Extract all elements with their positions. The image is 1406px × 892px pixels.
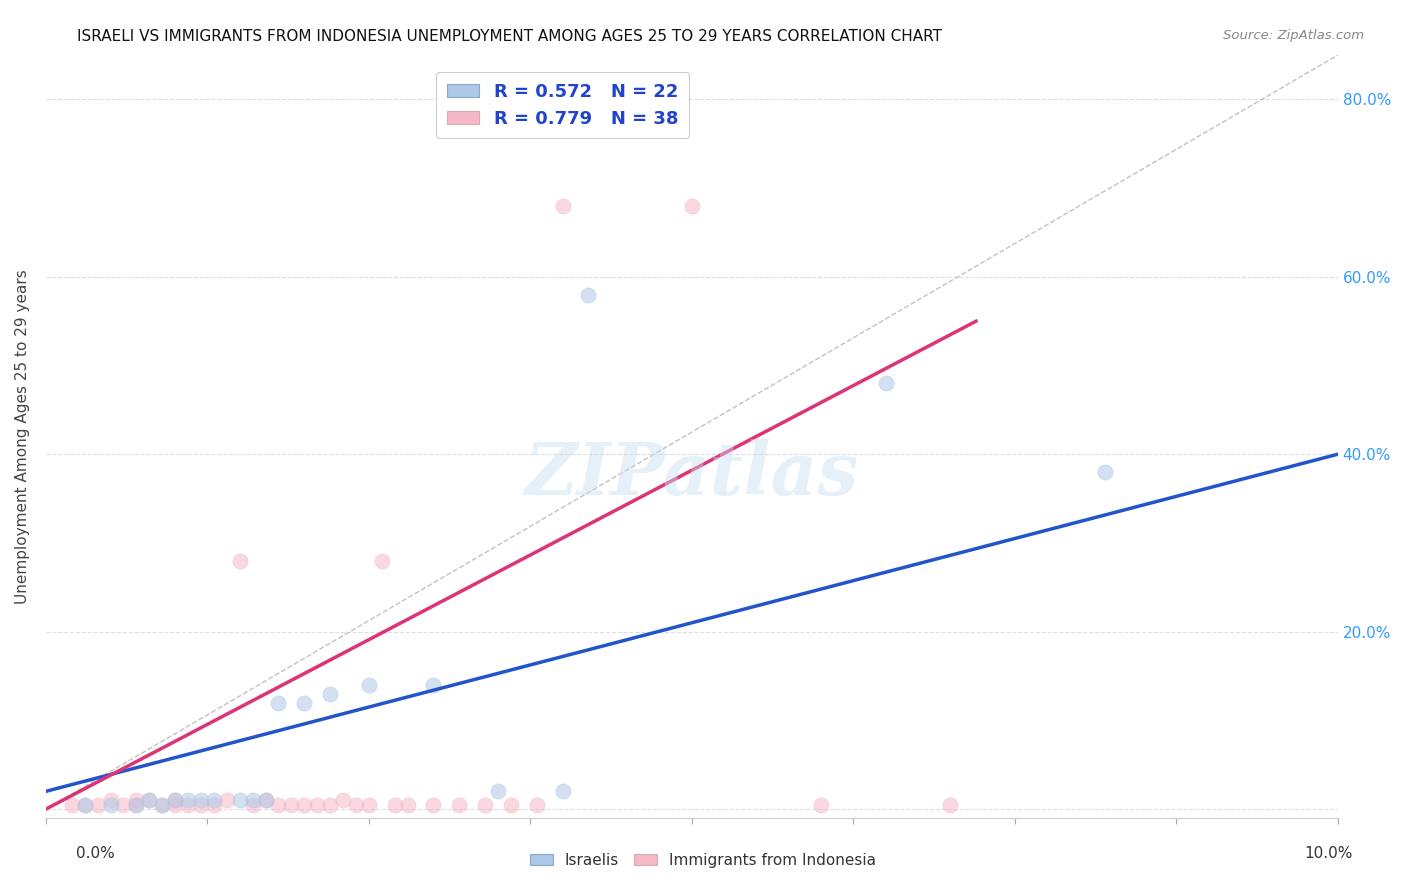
- Point: [60, 797, 83, 812]
- Point: [810, 797, 832, 812]
- Point: [254, 793, 277, 807]
- Point: [319, 687, 342, 701]
- Point: [190, 793, 212, 807]
- Point: [292, 696, 315, 710]
- Text: 0.0%: 0.0%: [76, 847, 115, 861]
- Point: [551, 784, 574, 798]
- Point: [357, 797, 380, 812]
- Point: [86, 797, 108, 812]
- Point: [202, 793, 225, 807]
- Point: [138, 793, 160, 807]
- Point: [422, 678, 444, 692]
- Legend: Israelis, Immigrants from Indonesia: Israelis, Immigrants from Indonesia: [523, 847, 883, 873]
- Point: [228, 554, 250, 568]
- Point: [125, 793, 148, 807]
- Point: [267, 797, 290, 812]
- Point: [100, 797, 122, 812]
- Point: [486, 784, 509, 798]
- Point: [242, 793, 264, 807]
- Point: [242, 797, 264, 812]
- Point: [1094, 465, 1116, 479]
- Point: [371, 554, 394, 568]
- Point: [875, 376, 897, 391]
- Point: [177, 793, 200, 807]
- Legend: R = 0.572   N = 22, R = 0.779   N = 38: R = 0.572 N = 22, R = 0.779 N = 38: [436, 71, 689, 138]
- Text: Source: ZipAtlas.com: Source: ZipAtlas.com: [1223, 29, 1364, 42]
- Point: [578, 287, 600, 301]
- Point: [138, 793, 160, 807]
- Point: [939, 797, 962, 812]
- Point: [422, 797, 444, 812]
- Point: [332, 793, 354, 807]
- Point: [384, 797, 406, 812]
- Point: [357, 678, 380, 692]
- Point: [292, 797, 315, 812]
- Point: [215, 793, 238, 807]
- Point: [449, 797, 471, 812]
- Point: [125, 797, 148, 812]
- Point: [112, 797, 135, 812]
- Point: [165, 797, 187, 812]
- Point: [100, 793, 122, 807]
- Point: [190, 797, 212, 812]
- Text: ZIPatlas: ZIPatlas: [524, 439, 859, 510]
- Point: [681, 199, 703, 213]
- Point: [267, 696, 290, 710]
- Point: [177, 797, 200, 812]
- Point: [165, 793, 187, 807]
- Point: [254, 793, 277, 807]
- Text: 10.0%: 10.0%: [1305, 847, 1353, 861]
- Point: [499, 797, 522, 812]
- Point: [396, 797, 419, 812]
- Point: [228, 793, 250, 807]
- Point: [307, 797, 329, 812]
- Point: [150, 797, 173, 812]
- Point: [165, 793, 187, 807]
- Point: [474, 797, 496, 812]
- Text: ISRAELI VS IMMIGRANTS FROM INDONESIA UNEMPLOYMENT AMONG AGES 25 TO 29 YEARS CORR: ISRAELI VS IMMIGRANTS FROM INDONESIA UNE…: [77, 29, 942, 44]
- Y-axis label: Unemployment Among Ages 25 to 29 years: Unemployment Among Ages 25 to 29 years: [15, 269, 30, 604]
- Point: [280, 797, 302, 812]
- Point: [344, 797, 367, 812]
- Point: [526, 797, 548, 812]
- Point: [319, 797, 342, 812]
- Point: [125, 797, 148, 812]
- Point: [73, 797, 96, 812]
- Point: [202, 797, 225, 812]
- Point: [150, 797, 173, 812]
- Point: [73, 797, 96, 812]
- Point: [551, 199, 574, 213]
